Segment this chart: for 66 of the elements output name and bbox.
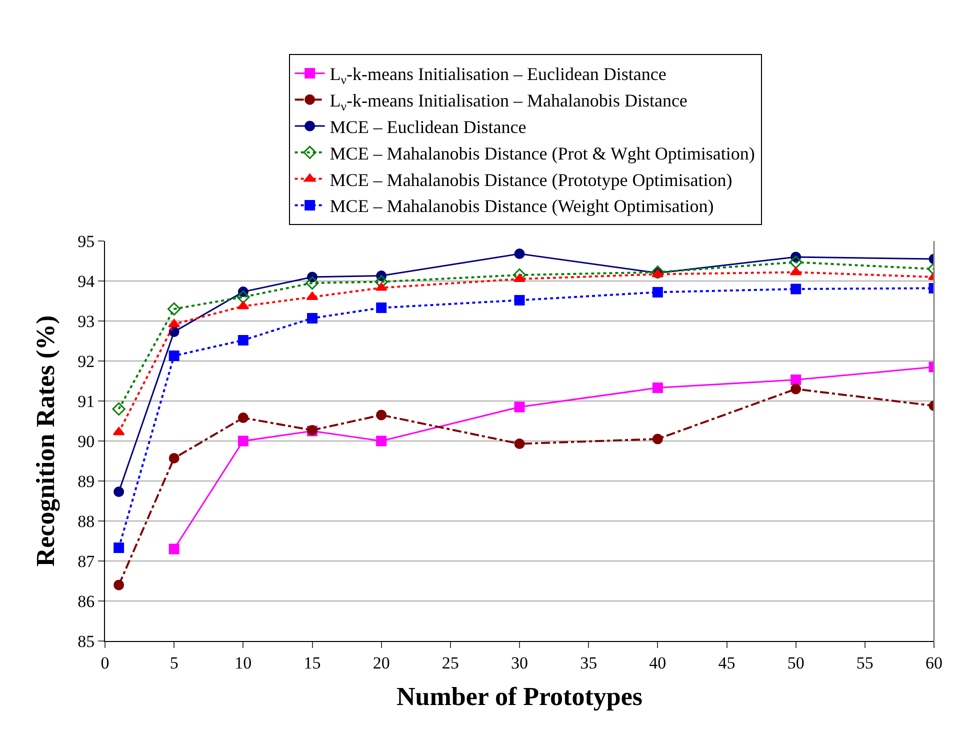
point xyxy=(789,256,802,269)
point xyxy=(652,286,663,298)
x-tick-label: 5 xyxy=(170,653,178,672)
point xyxy=(790,384,802,394)
y-tick-label: 87 xyxy=(78,552,96,571)
x-tick-label: 60 xyxy=(926,653,942,672)
x-tick-label: 10 xyxy=(234,653,252,672)
y-tick-label: 85 xyxy=(78,632,95,651)
point xyxy=(238,412,248,424)
point xyxy=(168,350,180,362)
point xyxy=(168,544,180,554)
y-tick-label: 91 xyxy=(78,392,95,411)
y-tick-label: 86 xyxy=(78,592,95,611)
point xyxy=(112,402,126,416)
point xyxy=(167,302,181,316)
legend-label: MCE – Mahalanobis Distance (Prot & Wght Optimisation) xyxy=(330,143,755,164)
point xyxy=(238,436,248,446)
point xyxy=(237,300,250,310)
x-tick-label: 30 xyxy=(511,653,528,672)
y-tick-label: 89 xyxy=(78,472,95,491)
legend-label: MCE – Euclidean Distance xyxy=(330,117,526,138)
point xyxy=(652,434,663,444)
x-tick-label: 15 xyxy=(304,653,321,672)
point xyxy=(114,486,124,498)
x-tick-label: 20 xyxy=(372,653,390,672)
x-tick-label: 45 xyxy=(718,653,736,672)
y-tick-label: 93 xyxy=(78,312,95,331)
point xyxy=(306,276,319,290)
y-tick-label: 94 xyxy=(78,272,96,291)
point xyxy=(168,318,180,328)
point xyxy=(114,542,124,554)
x-tick-label: 35 xyxy=(580,653,598,672)
legend-label: L$_{ν}$-k-means Initialisation – Mahalanobis Distance xyxy=(330,90,688,114)
x-tick-label: 50 xyxy=(787,653,804,672)
point xyxy=(514,274,526,282)
x-tick-label: 25 xyxy=(442,653,459,672)
y-tick-label: 95 xyxy=(78,232,95,251)
point xyxy=(514,248,525,260)
legend-label: MCE – Mahalanobis Distance (Prototype Optimisation) xyxy=(330,170,732,190)
legend-label: MCE – Mahalanobis Distance (Weight Optimisation) xyxy=(330,196,714,216)
point xyxy=(514,402,525,412)
x-tick-label: 40 xyxy=(649,653,666,672)
legend-label: L$_{ν}$-k-means Initialisation – Euclidean Distance xyxy=(330,64,666,87)
point xyxy=(236,290,250,304)
point xyxy=(514,294,525,306)
point xyxy=(652,382,663,394)
point xyxy=(514,438,525,450)
point xyxy=(307,312,318,324)
point xyxy=(112,426,125,436)
y-tick-label: 92 xyxy=(78,352,95,371)
point xyxy=(238,334,248,346)
point xyxy=(114,580,124,590)
y-tick-label: 88 xyxy=(78,512,95,531)
point xyxy=(790,266,802,276)
x-tick-label: 55 xyxy=(856,653,874,672)
point xyxy=(376,410,387,420)
x-tick-label: 0 xyxy=(100,653,110,672)
y-tick-label: 90 xyxy=(78,432,95,451)
point xyxy=(376,302,387,314)
point xyxy=(168,452,180,464)
point xyxy=(790,374,802,386)
point xyxy=(168,326,180,338)
x-axis-title: Number of Prototypes xyxy=(396,682,643,712)
point xyxy=(376,436,387,446)
y-axis-title: Recognition Rates (%) xyxy=(31,315,60,567)
point xyxy=(790,284,802,294)
